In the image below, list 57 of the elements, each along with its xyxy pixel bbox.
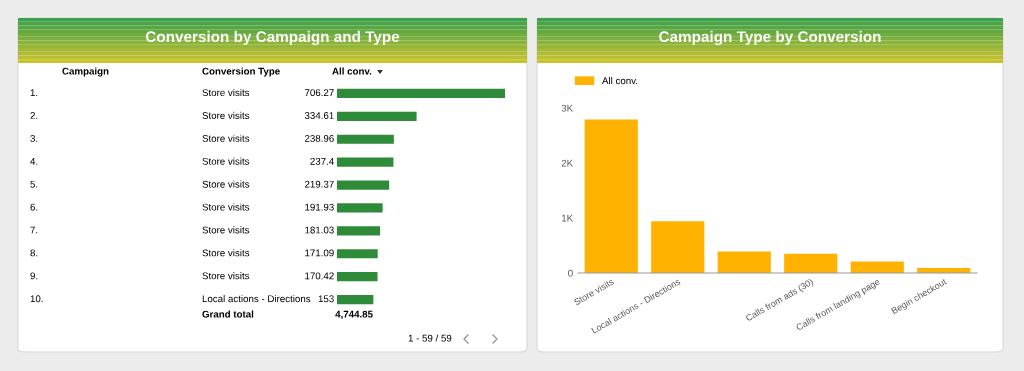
y-tick-label: Store visits bbox=[202, 180, 250, 188]
text: Grand total bbox=[202, 310, 254, 318]
text: 10. bbox=[30, 295, 43, 303]
text: 9. bbox=[30, 272, 38, 280]
text: Campaign bbox=[62, 67, 109, 77]
chart-title: Conversion by Campaign and Type bbox=[145, 30, 400, 46]
bar bbox=[784, 253, 838, 273]
y-tick-label: Store visits bbox=[202, 226, 250, 234]
text: 1. bbox=[30, 89, 38, 96]
text: All conv. bbox=[332, 67, 372, 75]
data-label: 238.96 bbox=[304, 134, 334, 142]
legend-label: All conv. bbox=[602, 76, 638, 85]
y-tick-label: Store visits bbox=[202, 272, 250, 280]
y-tick-label: Store visits bbox=[202, 134, 250, 142]
bar bbox=[337, 249, 378, 259]
bar bbox=[584, 119, 638, 273]
data-label: 181.03 bbox=[305, 226, 334, 234]
text: 8. bbox=[30, 249, 38, 257]
y-tick-label: 3K bbox=[561, 104, 574, 112]
bar bbox=[337, 134, 394, 144]
data-label: 191.93 bbox=[305, 203, 334, 211]
y-tick-label: Store visits bbox=[202, 157, 250, 165]
text: 7. bbox=[30, 226, 38, 234]
text: 1 - 59 / 59 bbox=[408, 334, 452, 342]
data-label: 170.42 bbox=[305, 272, 334, 280]
data-label: 237.4 bbox=[310, 157, 334, 165]
data-label: 153 bbox=[318, 295, 334, 303]
text: 6. bbox=[30, 203, 38, 211]
text: 3. bbox=[30, 134, 38, 142]
bar bbox=[651, 221, 705, 273]
y-tick-label: 1K bbox=[561, 214, 574, 222]
bar bbox=[337, 111, 417, 121]
text: 2. bbox=[30, 112, 38, 119]
bar bbox=[337, 180, 390, 190]
bar bbox=[337, 272, 378, 282]
bar bbox=[337, 88, 505, 99]
y-tick-label: Store visits bbox=[202, 88, 250, 97]
bar bbox=[337, 294, 374, 305]
bar bbox=[337, 203, 383, 213]
text: 4. bbox=[30, 157, 38, 165]
text: 5. bbox=[30, 180, 38, 188]
text: Conversion Type bbox=[202, 67, 280, 77]
bar bbox=[337, 226, 381, 236]
bar bbox=[850, 261, 904, 273]
bar bbox=[717, 251, 771, 273]
y-tick-label: 0 bbox=[568, 269, 573, 277]
data-label: 706.27 bbox=[304, 89, 334, 97]
data-label: 334.61 bbox=[304, 112, 334, 119]
y-tick-label: Store visits bbox=[202, 249, 250, 257]
text: 4,744.85 bbox=[335, 310, 373, 320]
chart-title: Campaign Type by Conversion bbox=[659, 30, 881, 46]
data-label: 219.37 bbox=[304, 180, 334, 188]
data-label: 171.09 bbox=[305, 249, 334, 257]
bar bbox=[337, 157, 394, 167]
y-tick-label: Store visits bbox=[202, 203, 250, 211]
y-tick-label: Store visits bbox=[202, 111, 250, 119]
y-tick-label: 2K bbox=[561, 159, 574, 167]
